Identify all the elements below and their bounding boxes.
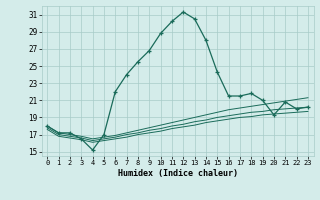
X-axis label: Humidex (Indice chaleur): Humidex (Indice chaleur) [118, 169, 237, 178]
